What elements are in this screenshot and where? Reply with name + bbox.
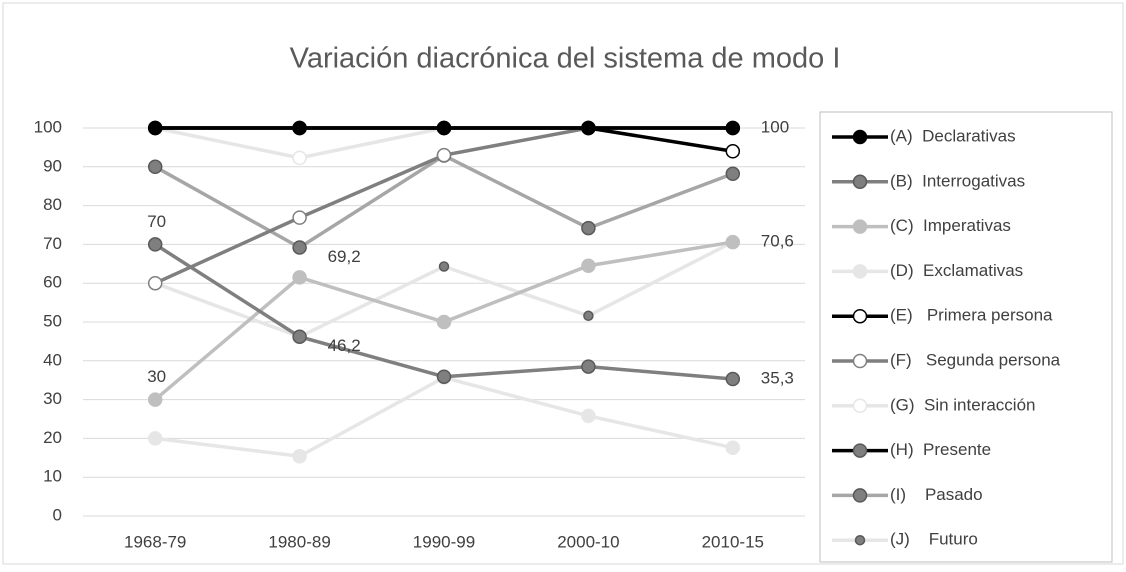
legend-marker (852, 308, 868, 324)
point (725, 166, 741, 182)
legend-label: (B) Interrogativas (890, 171, 1025, 190)
point (725, 144, 741, 159)
point (292, 150, 307, 166)
point (147, 159, 163, 175)
point (147, 237, 163, 252)
point (147, 120, 163, 136)
legend-marker (854, 534, 866, 546)
point (725, 440, 741, 455)
legend-label: (D) Exclamativas (890, 261, 1023, 280)
legend-marker (852, 443, 868, 458)
y-tick-label: 100 (34, 117, 62, 136)
point (292, 120, 307, 136)
y-tick-label: 80 (43, 195, 62, 214)
point (436, 120, 452, 136)
point (292, 329, 307, 344)
x-tick-label: 1980-89 (268, 532, 330, 551)
point (147, 431, 163, 446)
y-tick-label: 0 (53, 505, 62, 524)
legend-marker (852, 129, 868, 145)
legend-marker (852, 174, 868, 190)
point (292, 448, 307, 464)
x-tick-label: 1968-79 (124, 532, 186, 551)
y-tick-label: 60 (43, 273, 62, 292)
legend-marker (852, 488, 868, 503)
chart-title: Variación diacrónica del sistema de modo… (290, 43, 841, 75)
legend-marker (852, 398, 868, 414)
x-tick-label: 2010-15 (702, 532, 764, 551)
y-tick-label: 10 (43, 467, 62, 486)
legend-label: (A) Declarativas (890, 126, 1016, 145)
point (583, 310, 594, 322)
data-label: 35,3 (761, 369, 794, 388)
point (436, 147, 452, 163)
y-tick-label: 30 (43, 389, 62, 408)
legend-label: (I) Pasado (890, 485, 983, 504)
point (581, 120, 596, 136)
data-label: 69,2 (328, 247, 361, 266)
y-tick-label: 40 (43, 350, 62, 369)
point (438, 261, 450, 272)
data-label: 30 (147, 367, 166, 386)
x-tick-label: 1990-99 (413, 532, 475, 551)
data-label: 100 (761, 117, 789, 136)
point (292, 270, 307, 285)
legend-marker (852, 264, 868, 279)
point (147, 392, 163, 407)
point (725, 371, 741, 387)
y-tick-label: 90 (43, 156, 62, 175)
legend-label: (C) Imperativas (890, 216, 1011, 235)
y-tick-label: 50 (43, 311, 62, 330)
point (725, 120, 741, 136)
legend-marker (852, 219, 868, 234)
data-label: 46,2 (328, 336, 361, 355)
point (581, 220, 596, 236)
y-tick-label: 20 (43, 428, 62, 447)
legend-label: (J) Futuro (890, 530, 978, 549)
legend-label: (F) Segunda persona (890, 350, 1061, 369)
legend-box (819, 111, 1113, 563)
point (725, 234, 741, 250)
point (581, 359, 596, 374)
point (436, 314, 452, 330)
point (292, 210, 307, 225)
point (581, 258, 596, 273)
data-label: 70 (147, 212, 166, 231)
legend-label: (H) Presente (890, 440, 991, 459)
legend-label: (G) Sin interacción (890, 395, 1036, 414)
x-tick-label: 2000-10 (557, 532, 619, 551)
point (147, 275, 163, 291)
legend-marker (852, 353, 868, 369)
point (581, 408, 596, 424)
data-label: 70,6 (761, 232, 794, 251)
legend-label: (E) Primera persona (890, 306, 1053, 325)
point (292, 240, 307, 255)
y-tick-label: 70 (43, 234, 62, 253)
point (436, 369, 452, 384)
